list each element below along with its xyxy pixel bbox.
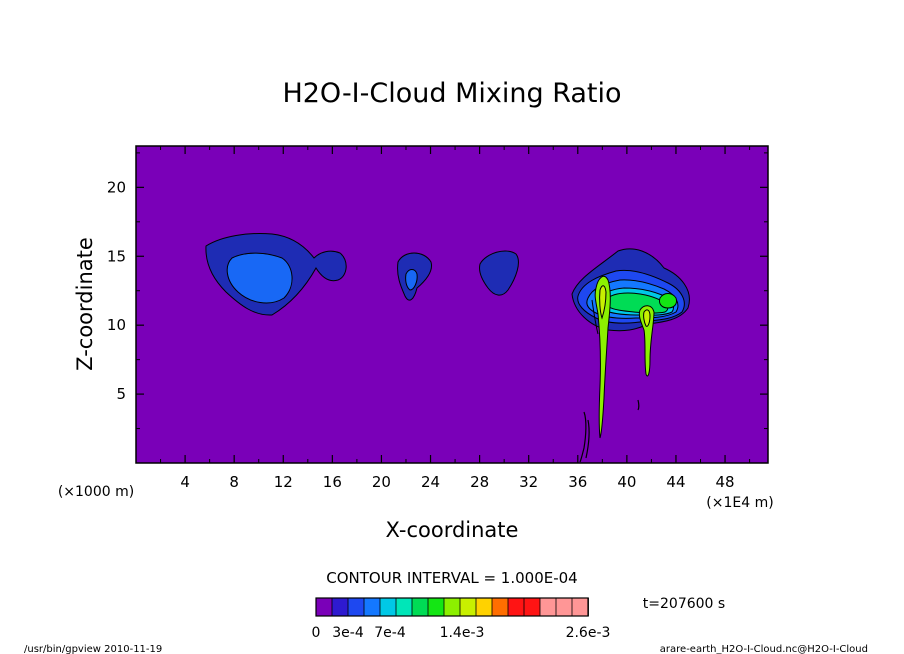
colorbar-segment bbox=[443, 597, 461, 617]
colorbar-segment bbox=[331, 597, 349, 617]
colorbar-segment bbox=[395, 597, 413, 617]
colorbar-label: 7e-4 bbox=[374, 625, 406, 641]
x-tick-label: 36 bbox=[568, 473, 587, 491]
colorbar-segment bbox=[475, 597, 493, 617]
y-tick-label: 5 bbox=[116, 385, 126, 403]
colorbar-segment bbox=[411, 597, 429, 617]
footer-right: arare-earth_H2O-I-Cloud.nc@H2O-I-Cloud bbox=[660, 644, 868, 654]
contour-interval-label: CONTOUR INTERVAL = 1.000E-04 bbox=[326, 569, 577, 587]
y-tick-label: 10 bbox=[107, 316, 126, 334]
footer-left: /usr/bin/gpview 2010-11-19 bbox=[24, 644, 162, 654]
colorbar-segment bbox=[539, 597, 557, 617]
colorbar-segment bbox=[315, 597, 333, 617]
small-cloud-22 bbox=[397, 252, 433, 301]
convective-cloud-right bbox=[571, 248, 690, 463]
colorbar-segment bbox=[555, 597, 573, 617]
chart-title: H2O-I-Cloud Mixing Ratio bbox=[282, 78, 621, 109]
colorbar-segment bbox=[459, 597, 477, 617]
colorbar-frame bbox=[315, 597, 589, 617]
time-label: t=207600 s bbox=[643, 596, 725, 612]
x-tick-label: 28 bbox=[470, 473, 489, 491]
colorbar-segment bbox=[571, 597, 589, 617]
colorbar-segment bbox=[523, 597, 541, 617]
colorbar-label: 2.6e-3 bbox=[566, 625, 611, 641]
y-tick-label: 20 bbox=[107, 178, 126, 196]
colorbar-labels: 0 3e-4 7e-4 1.4e-3 2.6e-3 bbox=[312, 625, 611, 641]
convective-updraft-left-core bbox=[599, 285, 607, 320]
x-axis-unit-right: (×1E4 m) bbox=[706, 495, 773, 511]
anvil-cloud-left bbox=[205, 233, 347, 316]
x-tick-label: 24 bbox=[421, 473, 440, 491]
convective-streak-3 bbox=[637, 399, 640, 411]
colorbar-segment bbox=[427, 597, 445, 617]
x-tick-label: 12 bbox=[274, 473, 293, 491]
convective-cell-east bbox=[659, 293, 677, 309]
convective-updraft-left bbox=[594, 275, 611, 439]
colorbar-segment bbox=[507, 597, 525, 617]
convective-updraft-right-core bbox=[643, 309, 651, 327]
convective-streak-1 bbox=[579, 411, 587, 463]
x-tick-label: 48 bbox=[716, 473, 735, 491]
small-cloud-22-inner bbox=[405, 269, 418, 291]
small-cloud-29 bbox=[479, 250, 519, 296]
colorbar-segment bbox=[491, 597, 509, 617]
x-axis-ticks: 4 8 12 16 20 24 28 32 36 40 44 48 bbox=[160, 146, 751, 491]
x-tick-label: 4 bbox=[180, 473, 190, 491]
colorbar bbox=[315, 597, 589, 617]
colorbar-segment bbox=[363, 597, 381, 617]
y-tick-label: 15 bbox=[107, 247, 126, 265]
x-axis-unit-left: (×1000 m) bbox=[58, 484, 134, 500]
x-axis-label: X-coordinate bbox=[386, 518, 519, 542]
x-tick-label: 44 bbox=[666, 473, 685, 491]
plot-frame bbox=[135, 145, 769, 464]
x-tick-label: 8 bbox=[229, 473, 239, 491]
colorbar-segment bbox=[379, 597, 397, 617]
y-axis-label: Z-coordinate bbox=[73, 237, 97, 371]
convective-streak-4 bbox=[591, 299, 599, 335]
convective-streak-2 bbox=[585, 419, 590, 459]
small-cloud-29-outer bbox=[479, 250, 519, 296]
colorbar-label: 1.4e-3 bbox=[440, 625, 485, 641]
x-tick-label: 32 bbox=[519, 473, 538, 491]
colorbar-label: 0 bbox=[312, 625, 321, 641]
colorbar-segment bbox=[347, 597, 365, 617]
x-tick-label: 16 bbox=[323, 473, 342, 491]
x-tick-label: 20 bbox=[372, 473, 391, 491]
y-axis-ticks: 5 10 15 20 bbox=[107, 152, 768, 430]
colorbar-label: 3e-4 bbox=[332, 625, 364, 641]
convective-updraft-right bbox=[638, 305, 655, 377]
anvil-cloud-left-inner bbox=[226, 252, 293, 304]
plot-area bbox=[135, 145, 769, 464]
x-tick-label: 40 bbox=[617, 473, 636, 491]
